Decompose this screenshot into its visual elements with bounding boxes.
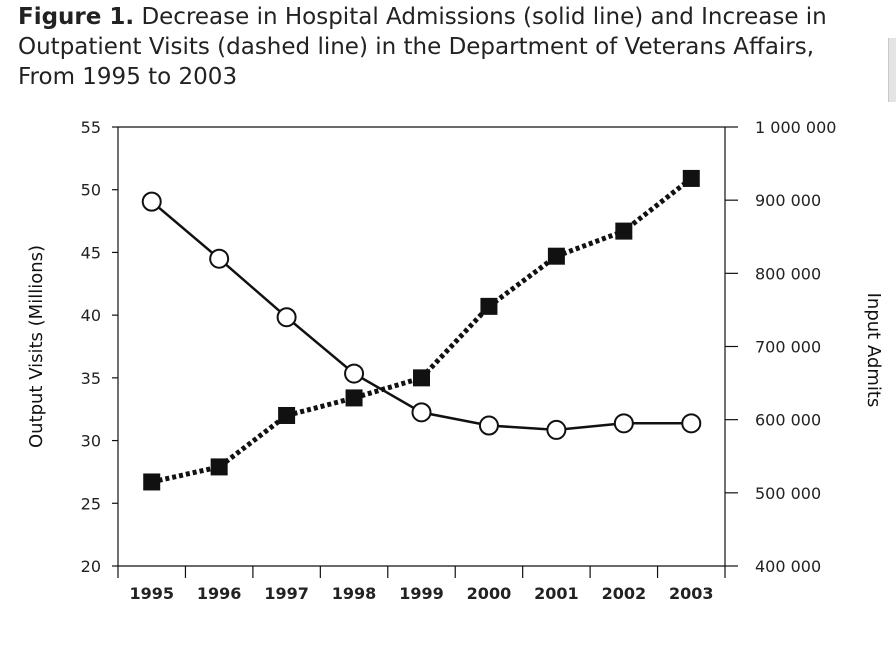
hospital-admissions-point xyxy=(681,413,702,434)
right-tick-label: 700 000 xyxy=(755,338,821,357)
x-tick-label: 1999 xyxy=(399,584,444,603)
hospital-admissions-point xyxy=(276,307,297,328)
left-tick-label: 30 xyxy=(81,432,101,451)
x-tick-label: 1998 xyxy=(332,584,377,603)
figure-caption: Decrease in Hospital Admissions (solid l… xyxy=(18,4,827,90)
chart-axis-labels: Output Visits (Millions) Input Admits xyxy=(26,245,884,448)
left-tick-label: 45 xyxy=(81,243,101,262)
hospital-admissions-point xyxy=(344,363,365,384)
chart-axes: 20 25 30 35 40 45 50 55 400 000 500 000 600 000 700… xyxy=(81,118,837,603)
hospital-admissions-point xyxy=(546,419,567,440)
outpatient-visits-point xyxy=(413,369,430,387)
left-tick-label: 55 xyxy=(81,118,101,137)
chart-series xyxy=(141,169,702,491)
outpatient-visits-line xyxy=(151,176,693,485)
right-tick-label: 900 000 xyxy=(755,191,821,210)
hospital-admissions-point xyxy=(613,413,634,434)
outpatient-visits-point xyxy=(547,247,565,265)
right-tick-label: 400 000 xyxy=(755,557,821,576)
outpatient-visits-point xyxy=(345,389,363,407)
x-tick-label: 2002 xyxy=(602,584,647,603)
left-axis-title: Output Visits (Millions) xyxy=(26,245,47,448)
x-tick-label: 2003 xyxy=(669,584,714,603)
left-tick-label: 25 xyxy=(81,494,101,513)
right-axis-title: Input Admits xyxy=(863,293,884,408)
left-tick-label: 40 xyxy=(81,306,101,325)
outpatient-visits-point xyxy=(615,222,633,240)
x-tick-label: 1995 xyxy=(129,584,174,603)
hospital-admissions-point xyxy=(209,248,230,269)
outpatient-visits-point xyxy=(143,473,161,491)
x-tick-label: 2000 xyxy=(467,584,512,603)
left-tick-label: 35 xyxy=(81,369,101,388)
x-tick-label: 1997 xyxy=(264,584,309,603)
figure-title: Figure 1. Decrease in Hospital Admission… xyxy=(18,2,878,92)
outpatient-visits-point xyxy=(210,458,228,476)
hospital-admissions-point xyxy=(411,402,432,423)
window-edge-strip xyxy=(888,38,896,102)
left-tick-label: 20 xyxy=(81,557,101,576)
x-tick-label: 2001 xyxy=(534,584,579,603)
right-tick-label: 500 000 xyxy=(755,484,821,503)
outpatient-visits-point xyxy=(278,406,296,424)
outpatient-visits-point xyxy=(480,297,498,315)
hospital-admissions-point xyxy=(141,191,162,212)
figure-label: Figure 1. xyxy=(18,4,135,30)
right-tick-label: 600 000 xyxy=(755,411,821,430)
right-tick-label: 1 000 000 xyxy=(755,118,836,137)
hospital-admissions-point xyxy=(478,415,499,436)
left-tick-label: 50 xyxy=(81,181,101,200)
right-tick-label: 800 000 xyxy=(755,264,821,283)
x-tick-label: 1996 xyxy=(197,584,242,603)
outpatient-visits-point xyxy=(682,169,700,187)
